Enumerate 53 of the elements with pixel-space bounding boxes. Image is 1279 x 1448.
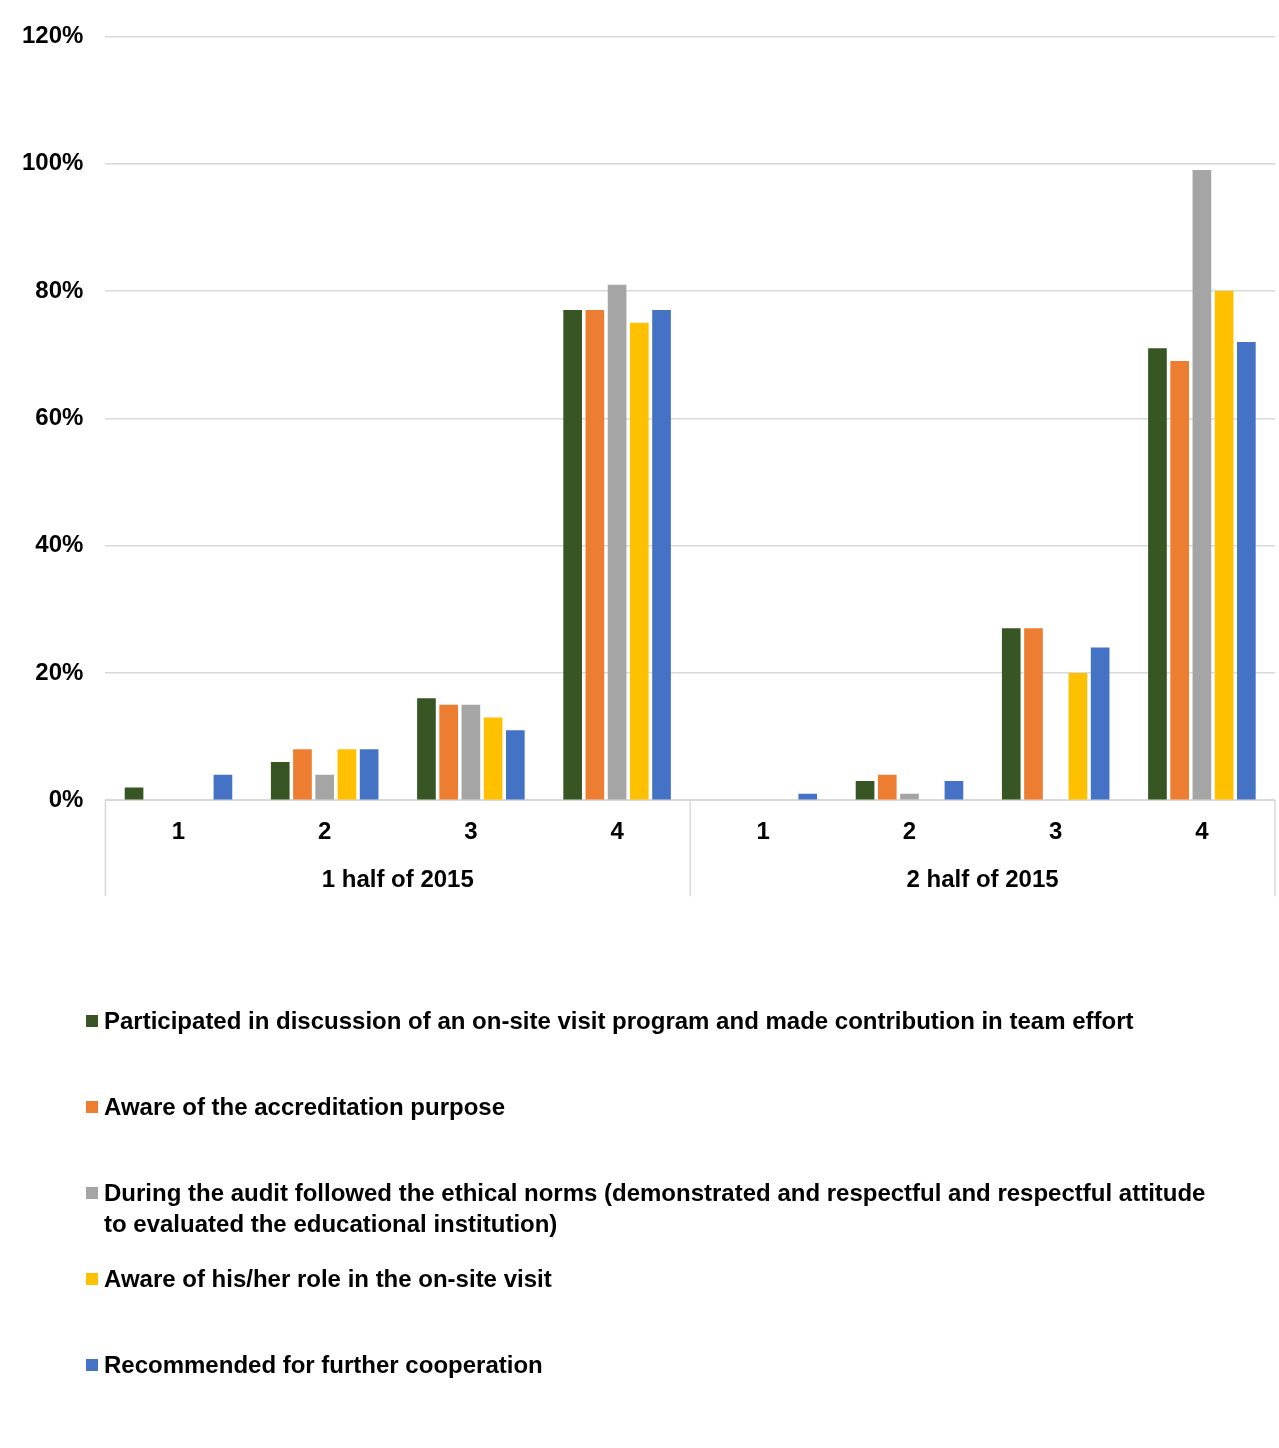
- bar: [461, 704, 481, 800]
- y-tick-label: 120%: [21, 21, 84, 49]
- bar: [1192, 170, 1212, 800]
- legend-label: Aware of the accreditation purpose: [104, 1092, 505, 1122]
- bar: [855, 781, 875, 800]
- legend-label: During the audit followed the ethical norms (demonstrated and respectful and respectful attitude to evaluated the educational institution): [104, 1178, 1207, 1239]
- x-tick-label: 4: [610, 817, 625, 845]
- bar: [1214, 291, 1234, 800]
- bar: [1090, 647, 1110, 800]
- bar: [337, 749, 357, 800]
- legend-label: Participated in discussion of an on-site visit program and made contribution in team effort: [104, 1006, 1134, 1036]
- y-tick-label: 40%: [35, 530, 84, 558]
- y-tick-label: 60%: [35, 402, 84, 430]
- x-tick-label: 2: [902, 817, 917, 845]
- bar: [439, 704, 458, 800]
- bar: [506, 730, 525, 800]
- bar: [213, 774, 233, 800]
- bar: [1237, 341, 1256, 800]
- bar: [629, 322, 649, 800]
- bar: [563, 310, 582, 800]
- bar: [607, 284, 627, 800]
- legend-label: Recommended for further cooperation: [104, 1350, 543, 1380]
- x-tick-label: 3: [1049, 817, 1063, 845]
- text: 1 half of 2015: [321, 864, 474, 892]
- bar: [877, 774, 897, 800]
- bar: [293, 749, 312, 800]
- y-tick-label: 20%: [35, 657, 84, 685]
- bar: [315, 774, 335, 800]
- bar: [652, 310, 671, 800]
- y-tick-label: 0%: [48, 784, 84, 812]
- bar: [270, 762, 290, 800]
- bar: [944, 781, 964, 800]
- x-tick-label: 2: [318, 817, 332, 845]
- y-tick-label: 100%: [21, 148, 84, 176]
- bar: [124, 787, 144, 800]
- x-tick-label: 1: [756, 817, 770, 845]
- bar: [1068, 672, 1088, 800]
- y-tick-label: 80%: [35, 275, 84, 303]
- bar: [1024, 628, 1043, 800]
- bar: [1148, 348, 1167, 800]
- bar: [585, 310, 605, 800]
- x-tick-label: 3: [464, 817, 478, 845]
- bar: [483, 717, 503, 800]
- bar: [798, 793, 818, 800]
- bar: [1170, 361, 1190, 800]
- x-tick-label: 4: [1195, 817, 1210, 845]
- bar: [417, 698, 436, 800]
- x-tick-label: 1: [171, 817, 186, 845]
- bar: [359, 749, 379, 800]
- bar: [900, 793, 919, 800]
- legend-label: Aware of his/her role in the on-site visit: [104, 1264, 552, 1294]
- bar: [1001, 628, 1021, 800]
- text: 2 half of 2015: [906, 864, 1059, 892]
